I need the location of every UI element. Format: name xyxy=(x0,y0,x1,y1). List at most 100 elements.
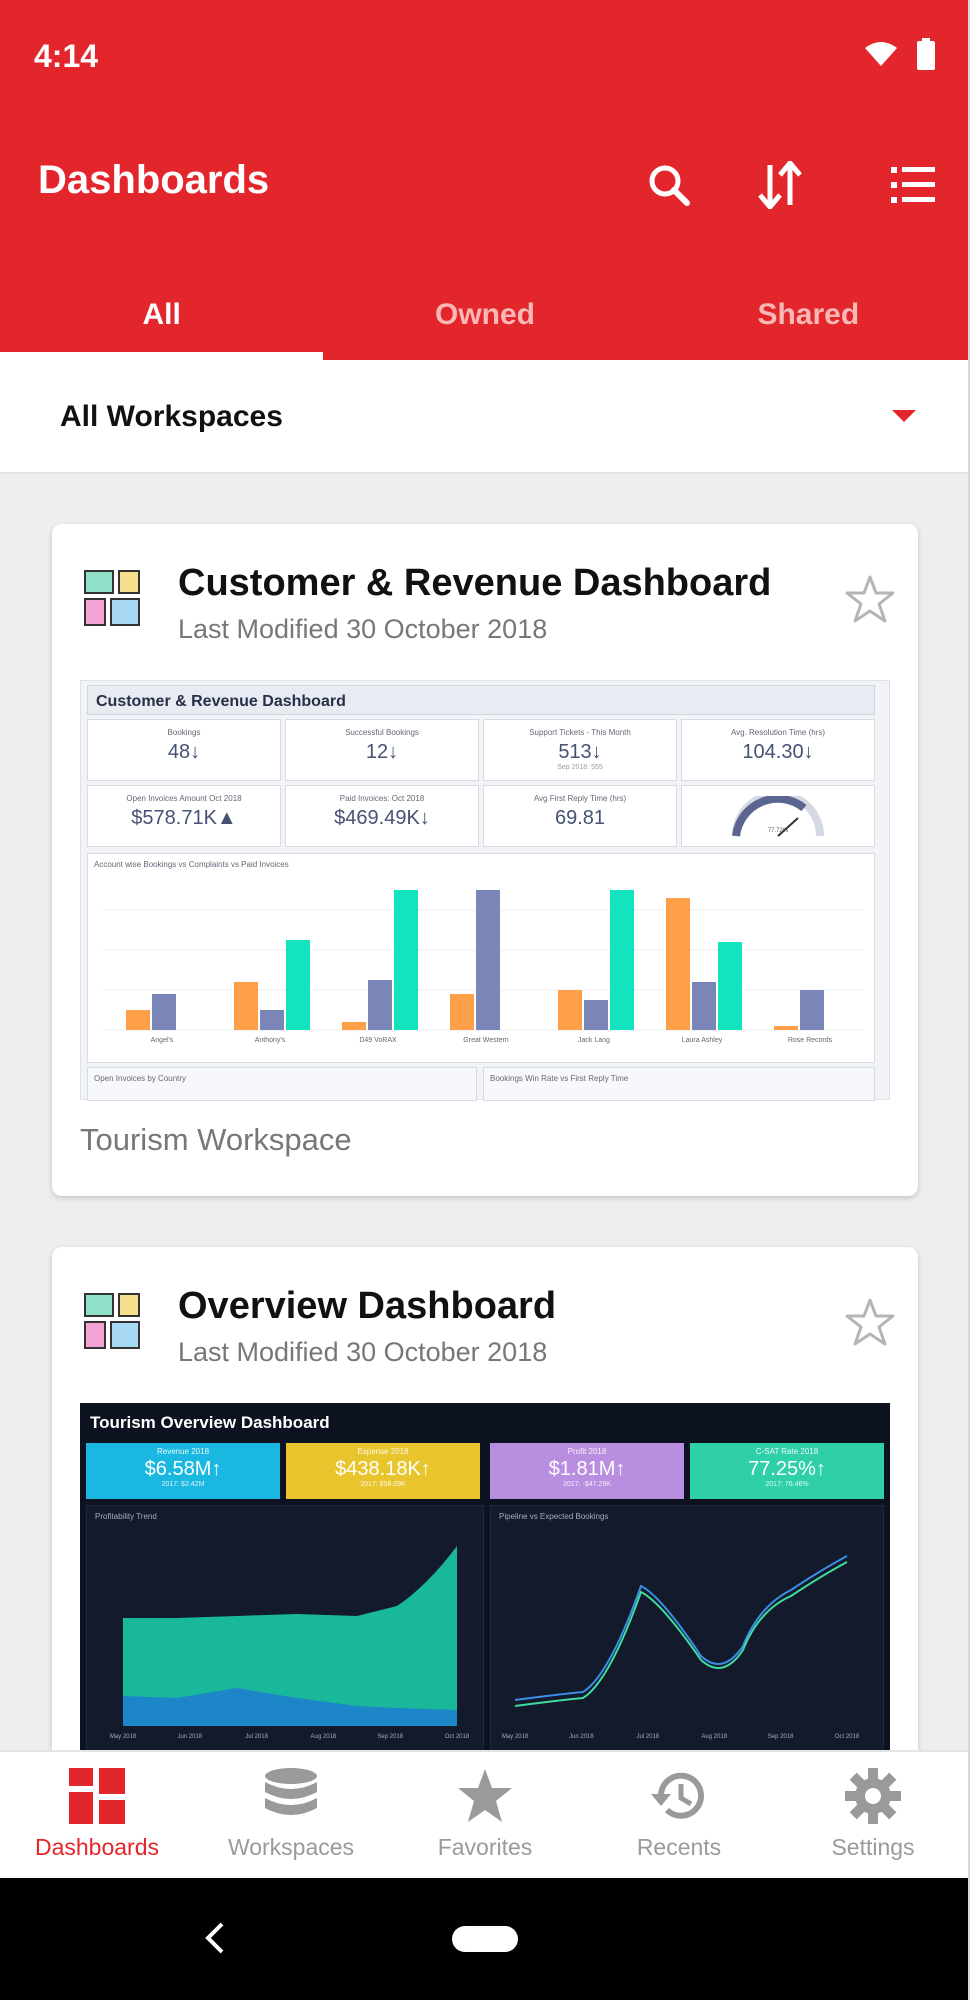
kpi-value: 77.25%↑ xyxy=(748,1458,826,1480)
card-last-modified: Last Modified 30 October 2018 xyxy=(178,1337,548,1367)
card-workspace: Tourism Workspace xyxy=(80,1122,352,1157)
kpi-value: 12↓ xyxy=(365,741,399,763)
nav-settings[interactable]: Settings xyxy=(776,1752,968,1878)
kpi-value: $6.58M↑ xyxy=(144,1458,222,1480)
chart-bar xyxy=(666,898,690,1030)
tab-shared[interactable]: Shared xyxy=(647,270,968,360)
kpi-value: 104.30↓ xyxy=(742,741,814,763)
x-tick-label: Sep 2018 xyxy=(768,1734,794,1740)
dashboard-tile-icon xyxy=(84,570,140,626)
chart-bar xyxy=(234,982,258,1030)
active-tab-indicator xyxy=(0,352,324,360)
mini-panel: Open Invoices by Country xyxy=(87,1067,477,1101)
nav-recents[interactable]: Recents xyxy=(582,1752,776,1878)
dashboard-tile-icon xyxy=(84,1293,140,1349)
tab-owned[interactable]: Owned xyxy=(323,270,646,360)
chart-bar xyxy=(342,1022,366,1030)
kpi-label: Successful Bookings xyxy=(345,728,419,737)
workspace-dropdown[interactable]: All Workspaces xyxy=(0,360,968,474)
nav-dashboards[interactable]: Dashboards xyxy=(0,1752,194,1878)
kpi-label: Open Invoices Amount Oct 2018 xyxy=(126,794,242,803)
dashboard-preview[interactable]: Customer & Revenue Dashboard Bookings 48… xyxy=(80,680,890,1101)
star-icon xyxy=(458,1769,512,1822)
chart-bar xyxy=(476,890,500,1030)
nav-label: Favorites xyxy=(437,1834,533,1860)
kpi-label: Paid Invoices: Oct 2018 xyxy=(339,794,425,803)
x-tick-label: Anthony's xyxy=(255,1037,286,1044)
x-tick-label: D49 VoRAX xyxy=(359,1037,397,1044)
kpi-sub: 2017: 76.46% xyxy=(765,1481,809,1488)
kpi-tile: Bookings 48↓ xyxy=(87,719,281,781)
dashboard-card[interactable]: Customer & Revenue Dashboard Last Modifi… xyxy=(52,524,918,1196)
gauge-value: 77.72% xyxy=(768,828,789,834)
wifi-icon xyxy=(865,42,897,66)
kpi-label: Revenue 2018 xyxy=(156,1447,210,1456)
sort-button[interactable] xyxy=(745,150,815,220)
x-tick-label: Angel's xyxy=(151,1037,174,1044)
gauge-chart: 77.72% xyxy=(732,790,824,837)
chart-bar xyxy=(800,990,824,1030)
mini-panel-title: Bookings Win Rate vs First Reply Time xyxy=(490,1074,629,1083)
x-tick-label: Jun 2018 xyxy=(177,1734,202,1740)
favorite-star-icon[interactable] xyxy=(844,574,896,626)
page-title: Dashboards xyxy=(38,158,270,202)
status-icons xyxy=(864,38,936,70)
mini-panel-title: Open Invoices by Country xyxy=(94,1074,187,1083)
chart-title: Profitability Trend xyxy=(95,1512,157,1521)
line-chart-panel: Pipeline vs Expected Bookings May 2018 Ju… xyxy=(490,1505,884,1761)
sort-icon xyxy=(758,161,802,209)
kpi-tile: Expense 2018 $438.18K↑ 2017: $58.09K xyxy=(286,1443,480,1499)
status-time: 4:14 xyxy=(34,38,99,74)
dashboard-card[interactable]: Overview Dashboard Last Modified 30 Octo… xyxy=(52,1247,918,1767)
x-tick-label: May 2018 xyxy=(502,1734,529,1740)
chart-bar xyxy=(152,994,176,1030)
tab-all-label: All xyxy=(142,298,181,331)
chart-bar xyxy=(610,890,634,1030)
bottom-navigation: Dashboards Workspaces Favorites Recents xyxy=(0,1750,968,1878)
kpi-value: 513↓ xyxy=(558,741,602,763)
x-tick-label: Sep 2018 xyxy=(377,1734,403,1740)
system-navigation-bar xyxy=(0,1878,968,2000)
search-icon xyxy=(649,165,690,206)
dashboard-preview[interactable]: Tourism Overview Dashboard Revenue 2018 … xyxy=(80,1403,890,1767)
chart-bar xyxy=(286,940,310,1030)
tab-all[interactable]: All xyxy=(0,270,324,360)
kpi-tile: Successful Bookings 12↓ xyxy=(285,719,479,781)
database-icon xyxy=(265,1768,317,1815)
chart-title: Account wise Bookings vs Complaints vs P… xyxy=(94,860,289,869)
x-tick-label: Jul 2018 xyxy=(636,1734,659,1740)
preview-title: Tourism Overview Dashboard xyxy=(90,1413,330,1432)
nav-label: Dashboards xyxy=(34,1834,160,1860)
kpi-label: Support Tickets - This Month xyxy=(529,728,631,737)
nav-workspaces[interactable]: Workspaces xyxy=(194,1752,388,1878)
list-view-button[interactable] xyxy=(878,150,948,220)
kpi-tile: Support Tickets - This Month 513↓ Sep 20… xyxy=(483,719,677,781)
chart-bar xyxy=(692,982,716,1030)
x-tick-label: Oct 2018 xyxy=(835,1734,860,1740)
x-tick-label: Oct 2018 xyxy=(445,1734,470,1740)
favorite-star-icon[interactable] xyxy=(844,1297,896,1349)
x-tick-label: Jack Lang xyxy=(578,1037,610,1044)
preview-title: Customer & Revenue Dashboard xyxy=(87,685,875,715)
chart-bar xyxy=(260,1010,284,1030)
x-tick-label: May 2018 xyxy=(110,1734,137,1740)
home-button[interactable] xyxy=(452,1926,518,1952)
chart-bar xyxy=(394,890,418,1030)
bar-chart-panel: Account wise Bookings vs Complaints vs P… xyxy=(87,853,875,1063)
kpi-sub: 2017: $2.42M xyxy=(161,1481,205,1488)
card-title: Overview Dashboard xyxy=(178,1285,557,1327)
list-icon xyxy=(891,167,935,203)
x-tick-label: Jul 2018 xyxy=(245,1734,268,1740)
kpi-tile: Revenue 2018 $6.58M↑ 2017: $2.42M xyxy=(86,1443,280,1499)
nav-label: Recents xyxy=(636,1834,722,1860)
chart-bar xyxy=(450,994,474,1030)
kpi-tile: C-SAT Rate 2018 77.25%↑ 2017: 76.46% xyxy=(690,1443,884,1499)
search-button[interactable] xyxy=(634,150,704,220)
kpi-sub: Sep 2018: 555 xyxy=(557,764,603,771)
grouped-bar-chart: Angel's Anthony's D49 VoRAX Great Western Ja… xyxy=(102,890,862,1044)
nav-favorites[interactable]: Favorites xyxy=(388,1752,582,1878)
kpi-label: Expense 2018 xyxy=(357,1447,409,1456)
back-icon[interactable] xyxy=(196,1918,236,1958)
card-title: Customer & Revenue Dashboard xyxy=(178,562,772,604)
area-chart: May 2018 Jun 2018 Jul 2018 Aug 2018 Sep 2018… xyxy=(110,1546,470,1740)
